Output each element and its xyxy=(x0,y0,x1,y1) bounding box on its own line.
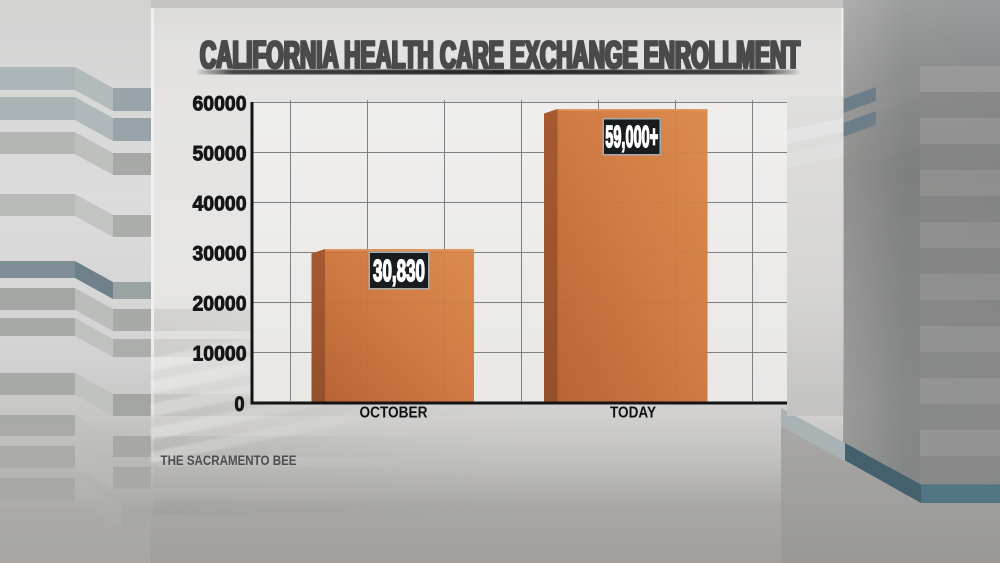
svg-text:59,000+: 59,000+ xyxy=(605,119,658,154)
svg-text:30000: 30000 xyxy=(193,243,247,266)
svg-text:30,830: 30,830 xyxy=(373,253,425,288)
svg-text:20000: 20000 xyxy=(193,293,247,316)
svg-text:0: 0 xyxy=(235,393,245,416)
svg-text:40000: 40000 xyxy=(193,193,247,216)
svg-text:CALIFORNIA HEALTH CARE EXCHANG: CALIFORNIA HEALTH CARE EXCHANGE ENROLLME… xyxy=(199,34,799,77)
svg-text:50000: 50000 xyxy=(193,143,247,166)
svg-text:CALIFORNIA HEALTH CARE EXCHANG: CALIFORNIA HEALTH CARE EXCHANGE ENROLLME… xyxy=(201,34,801,77)
svg-text:THE SACRAMENTO BEE: THE SACRAMENTO BEE xyxy=(161,452,297,468)
svg-text:60000: 60000 xyxy=(193,93,247,116)
svg-text:10000: 10000 xyxy=(193,343,247,366)
svg-text:OCTOBER: OCTOBER xyxy=(360,404,428,421)
svg-text:TODAY: TODAY xyxy=(610,404,657,421)
